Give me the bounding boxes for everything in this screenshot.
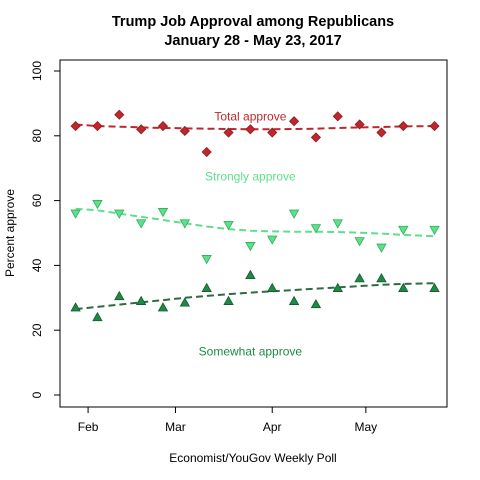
chart-title: Trump Job Approval among Republicans: [112, 14, 394, 30]
data-point: [92, 311, 103, 322]
data-point: [157, 208, 169, 218]
data-point: [157, 302, 169, 312]
y-tick-label: 60: [30, 194, 44, 208]
data-point: [376, 273, 387, 283]
data-point: [179, 219, 191, 229]
series-label: Strongly approve: [205, 169, 296, 183]
data-point: [92, 199, 103, 210]
x-tick-label: May: [355, 420, 378, 434]
data-point: [70, 209, 81, 219]
data-point: [310, 224, 322, 234]
data-point: [288, 295, 300, 305]
data-point: [223, 127, 234, 138]
series-label: Total approve: [214, 109, 286, 123]
y-tick-label: 100: [30, 61, 44, 81]
data-point: [310, 132, 321, 143]
data-point: [332, 282, 343, 292]
plot-frame: [59, 59, 448, 408]
data-point: [332, 219, 343, 229]
data-point: [135, 219, 147, 229]
y-axis-label: Percent approve: [3, 189, 17, 277]
data-points: [70, 109, 440, 322]
trend-line: [75, 207, 435, 238]
data-point: [179, 297, 191, 307]
data-point: [245, 269, 256, 280]
y-tick-label: 80: [30, 129, 44, 143]
data-point: [157, 121, 169, 132]
data-point: [114, 209, 125, 219]
trend-line: [75, 282, 435, 311]
data-point: [267, 127, 278, 138]
data-point: [223, 221, 234, 231]
data-point: [332, 111, 343, 122]
y-axis: 0 20 40 60 80 100: [30, 61, 60, 398]
data-point: [429, 121, 440, 132]
data-point: [376, 243, 387, 253]
data-point: [70, 121, 81, 132]
data-point: [288, 209, 300, 219]
series-label: Somewhat approve: [199, 344, 303, 358]
data-point: [354, 273, 365, 283]
data-point: [114, 109, 125, 120]
x-axis: Feb Mar Apr May: [78, 407, 377, 434]
x-axis-label: Economist/YouGov Weekly Poll: [169, 451, 336, 465]
data-point: [136, 124, 147, 135]
data-point: [245, 242, 256, 252]
data-point: [267, 235, 278, 245]
chart-subtitle: January 28 - May 23, 2017: [164, 33, 341, 49]
y-tick-label: 20: [30, 323, 44, 337]
data-point: [354, 237, 365, 247]
data-point: [223, 295, 234, 305]
data-point: [179, 125, 190, 137]
data-point: [245, 124, 256, 135]
data-point: [354, 119, 365, 130]
x-tick-label: Apr: [263, 420, 282, 434]
data-point: [310, 298, 322, 309]
data-point: [114, 290, 125, 301]
data-point: [201, 255, 212, 265]
data-point: [267, 282, 278, 292]
data-point: [70, 302, 81, 312]
series-labels: Total approve Strongly approve Somewhat ap…: [199, 109, 303, 358]
y-tick-label: 0: [30, 391, 44, 398]
data-point: [201, 146, 212, 158]
data-point: [289, 116, 300, 127]
trend-line: [75, 123, 435, 131]
data-point: [201, 282, 212, 292]
data-point: [398, 225, 409, 236]
data-point: [398, 121, 409, 132]
x-tick-label: Mar: [165, 420, 186, 434]
data-point: [429, 225, 440, 236]
y-tick-label: 40: [30, 258, 44, 272]
data-point: [376, 127, 387, 138]
data-point: [398, 282, 409, 292]
data-point: [429, 282, 440, 292]
data-point: [135, 295, 147, 305]
data-point: [92, 121, 103, 132]
trend-lines: [75, 123, 435, 311]
x-tick-label: Feb: [78, 420, 99, 434]
